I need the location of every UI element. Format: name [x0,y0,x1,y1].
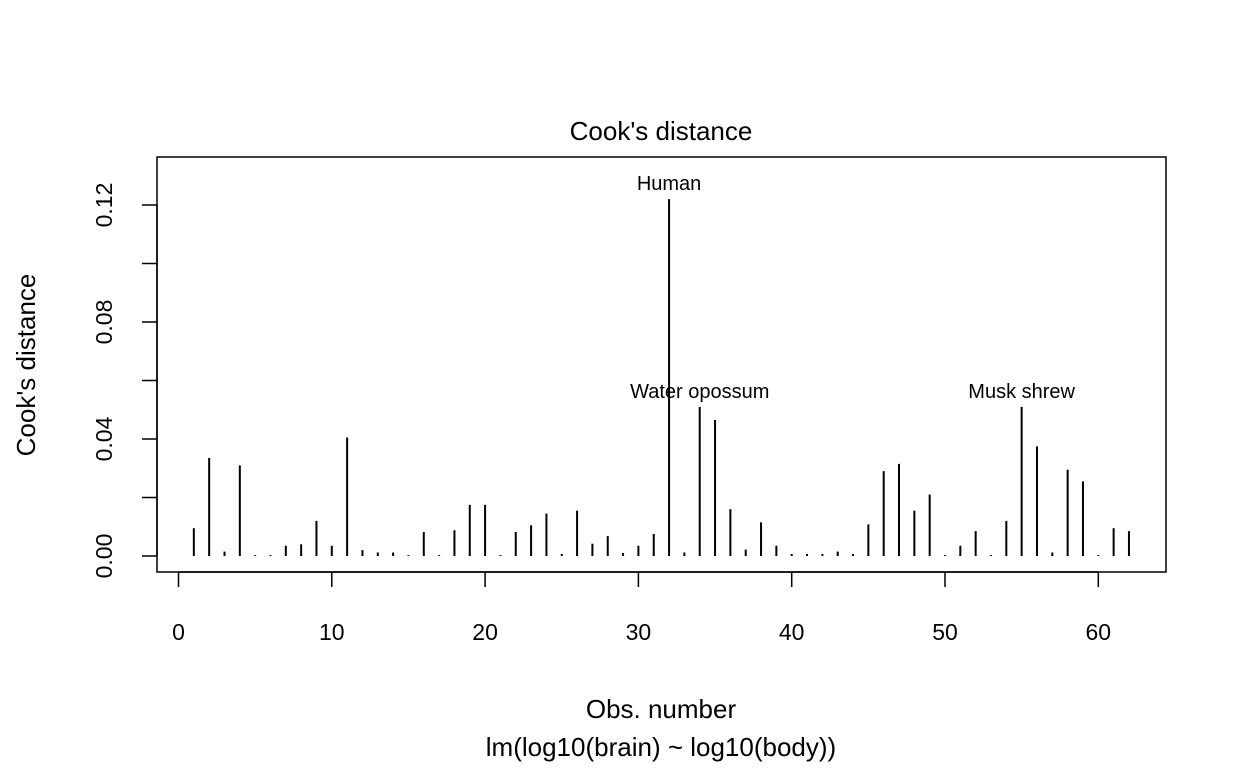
annotations-group: Human Water opossum Musk shrew [630,173,1075,403]
chart-title: Cook's distance [570,116,753,146]
x-tick-label: 10 [319,619,345,645]
y-axis-title: Cook's distance [11,274,41,457]
point-label: Musk shrew [968,381,1075,403]
bars-group [192,199,1130,556]
point-label: Human [637,173,701,195]
x-tick-label: 40 [779,619,805,645]
x-tick-label: 20 [472,619,498,645]
y-tick-label: 0.08 [91,300,117,345]
x-tick-label: 30 [626,619,652,645]
x-tick-label: 0 [172,619,185,645]
y-tick-label: 0.04 [91,416,117,461]
x-axis: 0 10 20 30 40 50 60 [172,571,1112,645]
model-formula-subtitle: lm(log10(brain) ~ log10(body)) [486,732,836,762]
x-tick-label: 50 [932,619,958,645]
x-axis-title: Obs. number [586,694,737,724]
y-axis: 0.00 0.04 0.08 0.12 [91,183,158,579]
y-tick-label: 0.00 [91,534,117,579]
y-tick-label: 0.12 [91,183,117,228]
point-label: Water opossum [630,381,769,403]
plot-frame [156,156,1167,573]
x-tick-label: 60 [1086,619,1112,645]
